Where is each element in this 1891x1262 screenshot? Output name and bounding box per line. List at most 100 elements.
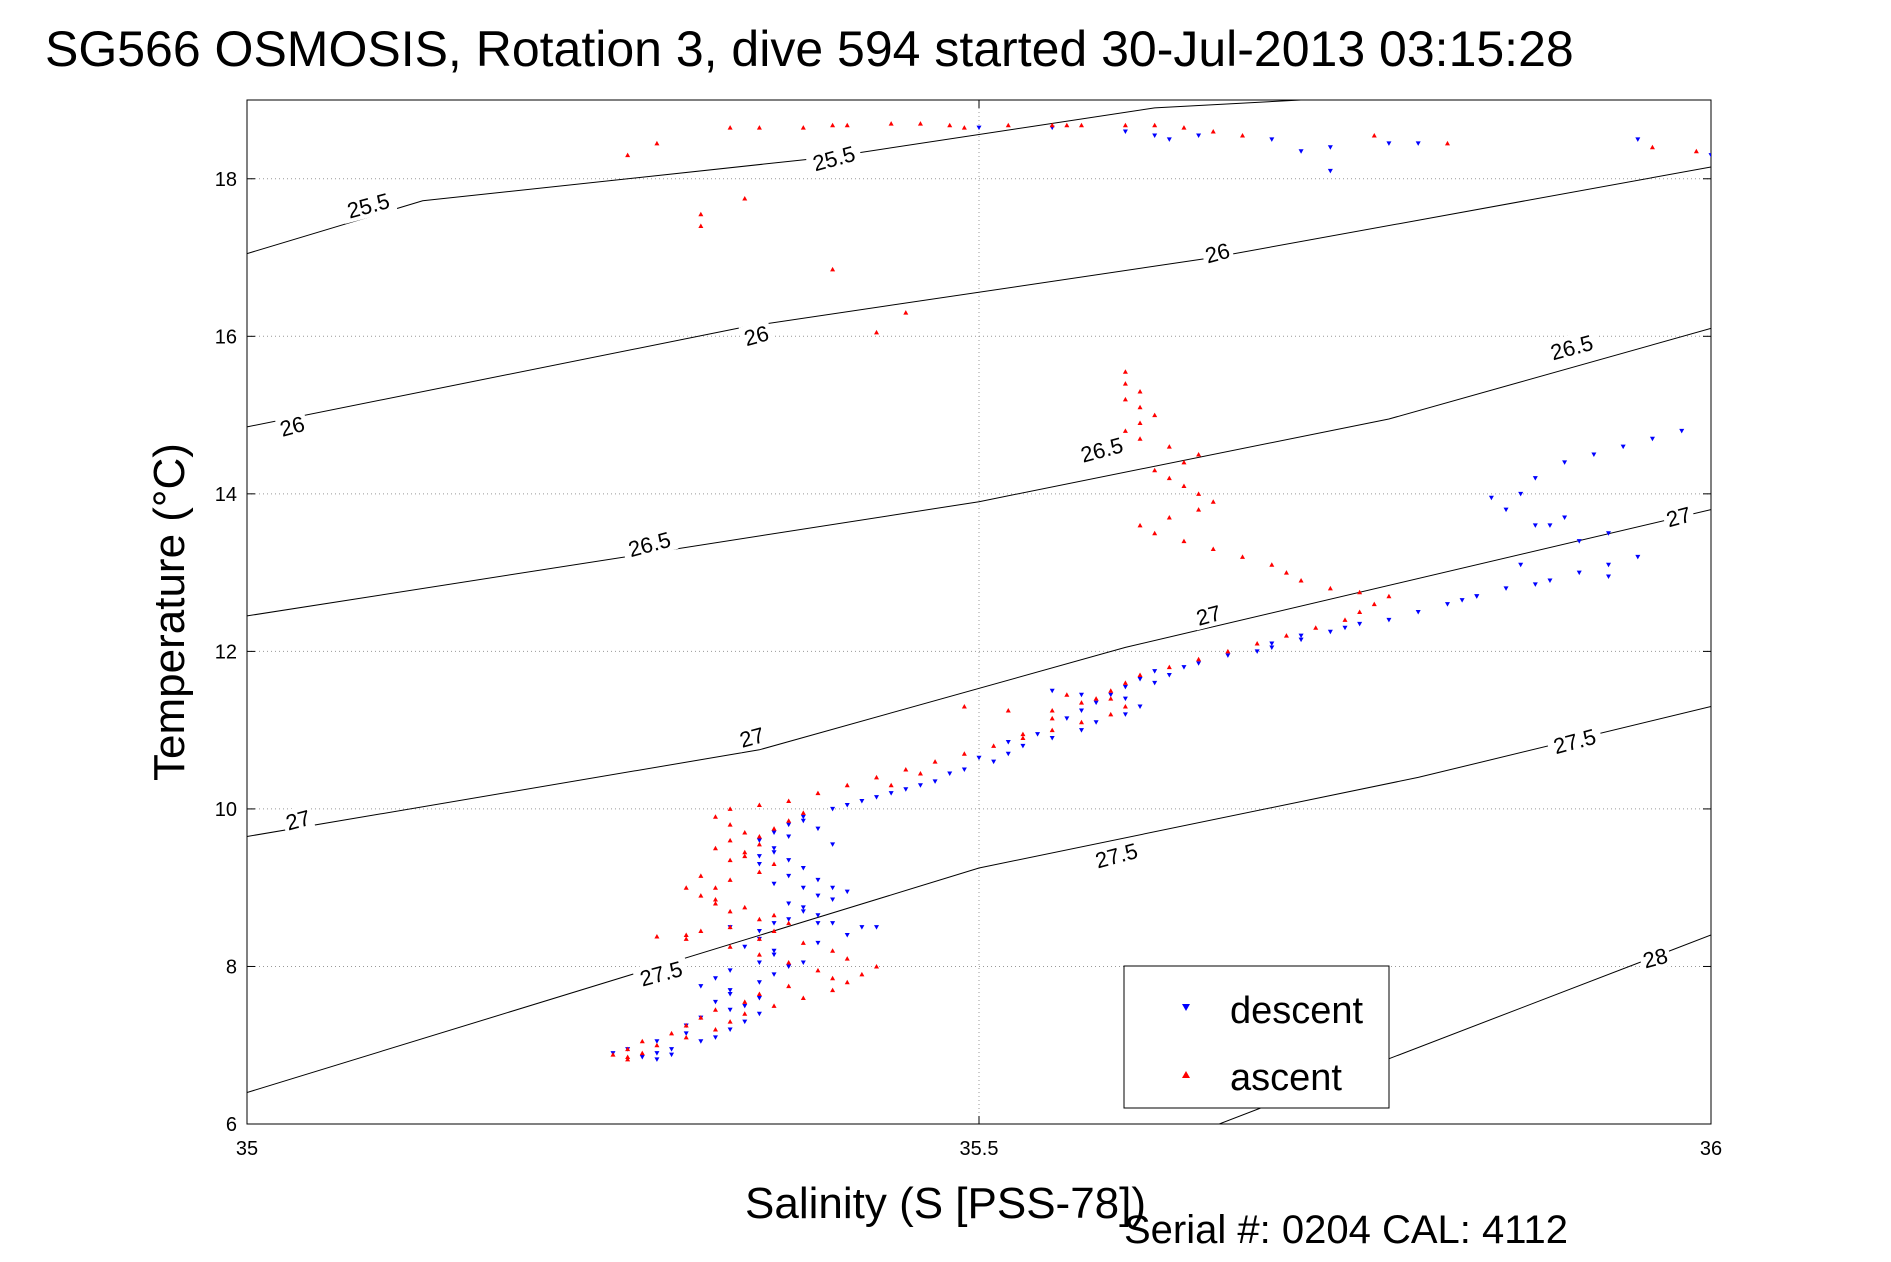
ascent-point bbox=[712, 1007, 718, 1012]
descent-point bbox=[844, 932, 850, 938]
descent-point bbox=[771, 948, 777, 954]
descent-point bbox=[1606, 531, 1612, 536]
ascent-point bbox=[727, 908, 733, 914]
ascent-point bbox=[727, 1019, 733, 1024]
descent-point bbox=[1152, 669, 1158, 674]
ascent-point bbox=[771, 826, 777, 831]
ascent-point bbox=[1371, 132, 1377, 138]
descent-point bbox=[1196, 133, 1202, 138]
descent-point bbox=[1181, 665, 1187, 670]
y-tick-label: 10 bbox=[215, 799, 237, 821]
isopycnal-label: 25.5 bbox=[339, 186, 398, 224]
descent-point bbox=[1444, 602, 1450, 607]
ascent-point bbox=[1386, 593, 1392, 599]
descent-point bbox=[1620, 444, 1626, 450]
descent-point bbox=[786, 964, 792, 969]
ascent-point bbox=[888, 121, 894, 126]
legend-marker-ascent bbox=[1182, 1071, 1190, 1078]
ascent-point bbox=[1049, 715, 1055, 721]
ascent-point bbox=[1181, 459, 1187, 465]
ascent-point bbox=[786, 798, 792, 804]
ascent-point bbox=[874, 329, 880, 335]
ascent-point bbox=[1108, 688, 1114, 693]
descent-point bbox=[830, 842, 836, 847]
descent-point bbox=[859, 925, 865, 930]
ascent-point bbox=[727, 877, 733, 882]
ascent-point bbox=[844, 782, 850, 788]
ascent-point bbox=[727, 806, 733, 811]
ascent-point bbox=[1166, 444, 1172, 449]
ascent-point bbox=[698, 211, 704, 217]
ascent-point bbox=[1166, 514, 1172, 520]
ascent-point bbox=[683, 885, 689, 890]
isopycnal-25.5 bbox=[247, 100, 1311, 255]
ascent-point bbox=[1152, 122, 1158, 128]
ascent-point bbox=[917, 770, 923, 776]
ascent-point bbox=[1649, 144, 1655, 150]
y-axis-ticks: 6 8 10 12 14 16 18 bbox=[215, 169, 1711, 1136]
ascent-point bbox=[1196, 451, 1202, 457]
ascent-point bbox=[639, 1050, 645, 1056]
ascent-point bbox=[654, 140, 660, 146]
ascent-point bbox=[800, 810, 806, 815]
ascent-point bbox=[830, 975, 836, 981]
descent-point bbox=[1020, 743, 1026, 749]
ascent-point bbox=[771, 861, 777, 867]
descent-point bbox=[1386, 141, 1392, 146]
grid-lines bbox=[247, 100, 1711, 1124]
isopycnal-26 bbox=[247, 166, 1711, 428]
y-tick-label: 8 bbox=[226, 956, 237, 978]
descent-point bbox=[815, 921, 821, 926]
ascent-point bbox=[1078, 700, 1084, 705]
descent-point bbox=[1576, 539, 1582, 544]
isopycnal-label: 25.5 bbox=[804, 139, 864, 177]
ascent-point bbox=[683, 1023, 689, 1028]
ascent-point bbox=[756, 916, 762, 922]
descent-point bbox=[654, 1051, 660, 1056]
ascent-point bbox=[625, 1054, 631, 1060]
ascent-point bbox=[830, 948, 836, 953]
isopycnal-label-text: 26.5 bbox=[1548, 330, 1596, 365]
ascent-point bbox=[1210, 546, 1216, 551]
descent-point bbox=[800, 866, 806, 871]
descent-point bbox=[698, 984, 704, 989]
descent-point bbox=[1518, 562, 1524, 568]
descent-point bbox=[800, 818, 806, 824]
descent-point bbox=[1518, 491, 1524, 497]
ascent-point bbox=[756, 869, 762, 874]
ascent-point bbox=[844, 122, 850, 128]
isopycnal-label-bg bbox=[1087, 836, 1146, 874]
descent-point bbox=[815, 826, 821, 832]
descent-point bbox=[654, 1057, 660, 1062]
ascent-point bbox=[756, 952, 762, 957]
isopycnal-label-bg bbox=[1190, 599, 1227, 631]
ascent-point bbox=[1254, 641, 1260, 646]
descent-point bbox=[1108, 692, 1114, 698]
descent-point bbox=[830, 897, 836, 903]
descent-point bbox=[742, 1019, 748, 1025]
descent-point bbox=[639, 1055, 645, 1060]
descent-point bbox=[1078, 708, 1084, 713]
isopycnal-label-bg bbox=[1199, 237, 1235, 269]
descent-point bbox=[1327, 145, 1333, 150]
ascent-point bbox=[1225, 648, 1231, 654]
ascent-point bbox=[1152, 412, 1158, 418]
descent-point bbox=[1547, 578, 1553, 583]
descent-point bbox=[844, 889, 850, 895]
ascent-point bbox=[1122, 428, 1128, 433]
ascent-point bbox=[698, 873, 704, 878]
isopycnal-label: 26.5 bbox=[1072, 430, 1131, 469]
descent-point bbox=[727, 988, 733, 993]
ascent-point bbox=[610, 1052, 616, 1057]
ascent-point bbox=[786, 920, 792, 926]
ascent-point bbox=[1137, 420, 1143, 425]
ascent-point bbox=[800, 940, 806, 945]
ascent-point bbox=[1357, 609, 1363, 614]
ascent-point bbox=[1122, 704, 1128, 709]
descent-point bbox=[1225, 653, 1231, 658]
ascent-point bbox=[1196, 507, 1202, 512]
chart-title: SG566 OSMOSIS, Rotation 3, dive 594 star… bbox=[45, 21, 1574, 77]
descent-point bbox=[1503, 507, 1509, 513]
isopycnal-label: 26 bbox=[274, 410, 310, 442]
descent-point bbox=[1503, 586, 1509, 591]
